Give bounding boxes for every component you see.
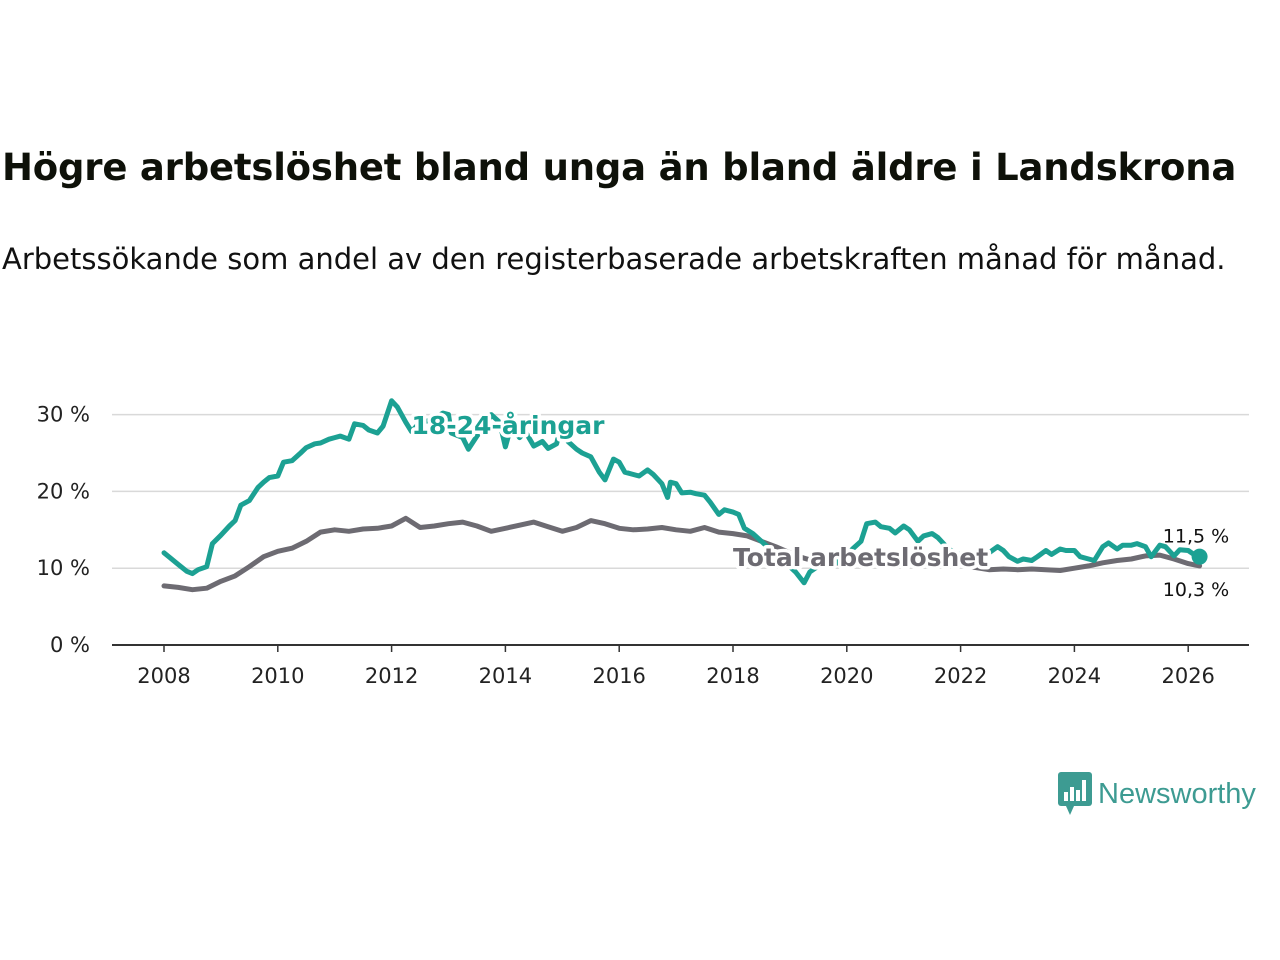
newsworthy-logo-icon	[1058, 772, 1092, 815]
x-tick-label: 2010	[251, 664, 304, 688]
y-tick-label: 10 %	[37, 556, 90, 580]
youth-series-line	[161, 398, 1203, 586]
total-series-label: Total arbetslöshet	[733, 543, 988, 572]
chart-title: Högre arbetslöshet bland unga än bland ä…	[2, 146, 1237, 189]
x-tick-label: 2018	[706, 664, 759, 688]
x-tick-label: 2024	[1048, 664, 1101, 688]
youth-end-point	[1191, 548, 1208, 565]
series-labels: 18-24-åringar Total arbetslöshet 11,5 % 10,…	[408, 407, 1229, 601]
line-chart: 0 % 10 % 20 % 30 % 2008 2010 2012 2014 2016 2018 2…	[37, 398, 1249, 688]
total-end-value-label: 10,3 %	[1163, 579, 1229, 601]
youth-series-label: 18-24-åringar	[412, 411, 606, 440]
x-tick-label: 2020	[820, 664, 873, 688]
youth-end-value-label: 11,5 %	[1163, 526, 1229, 548]
axes: 0 % 10 % 20 % 30 % 2008 2010 2012 2014 2016 2018 2…	[37, 403, 1249, 688]
chart-subtitle: Arbetssökande som andel av den registerb…	[2, 242, 1226, 276]
newsworthy-brand[interactable]: Newsworthy	[1058, 772, 1256, 816]
total-series-line	[161, 515, 1203, 593]
x-tick-label: 2012	[365, 664, 418, 688]
newsworthy-brand-name: Newsworthy	[1098, 777, 1256, 810]
y-tick-label: 0 %	[50, 633, 90, 657]
series-lines	[161, 398, 1208, 593]
y-tick-label: 30 %	[37, 403, 90, 427]
x-tick-label: 2008	[137, 664, 190, 688]
x-tick-label: 2014	[479, 664, 532, 688]
x-tick-label: 2016	[592, 664, 645, 688]
x-tick-label: 2026	[1161, 664, 1214, 688]
y-tick-label: 20 %	[37, 479, 90, 503]
x-tick-label: 2022	[934, 664, 987, 688]
